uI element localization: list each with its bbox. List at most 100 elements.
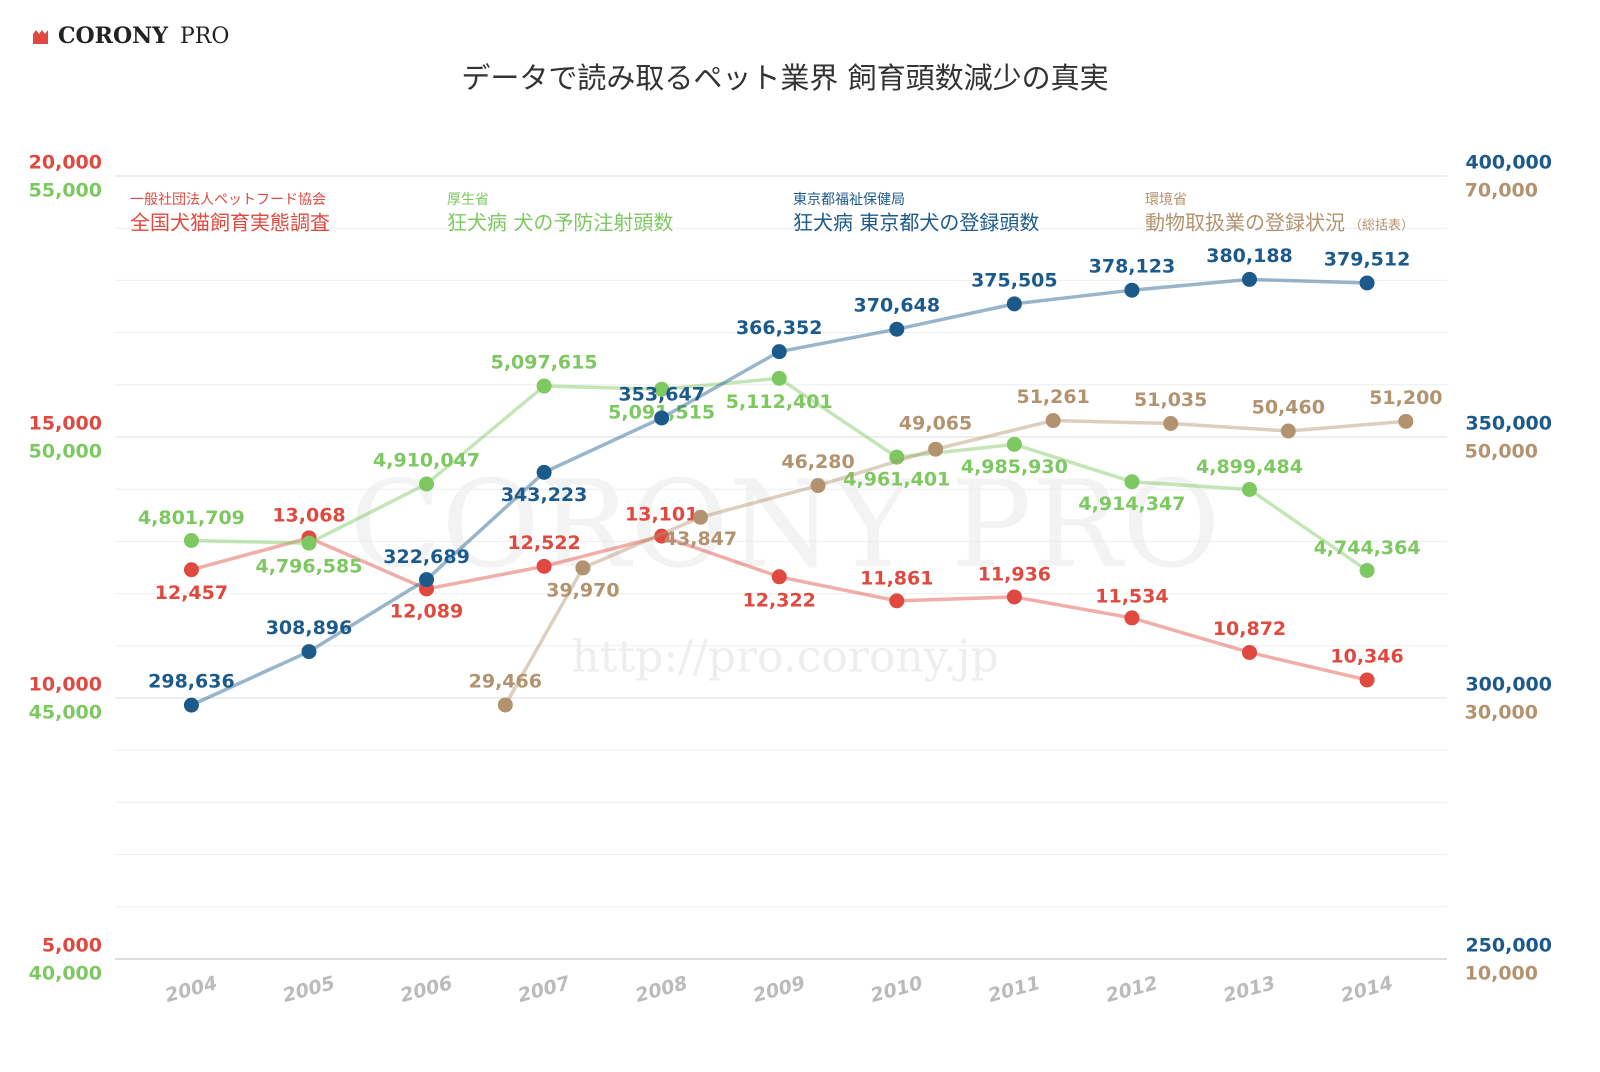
chart-title: データで読み取るペット業界 飼育頭数減少の真実	[461, 61, 1108, 95]
data-label: 4,961,401	[843, 469, 950, 491]
legend-source: 環境省	[1145, 192, 1187, 208]
legend-name: 狂犬病 犬の予防注射頭数	[447, 211, 673, 235]
legend-name: 動物取扱業の登録状況	[1145, 211, 1345, 235]
logo: CORONY PRO	[33, 23, 229, 49]
data-label: 4,985,930	[961, 456, 1068, 478]
y-tick-label: 50,000	[1465, 441, 1538, 463]
legend-note: （総括表）	[1349, 219, 1414, 234]
data-label: 12,322	[743, 589, 816, 611]
point	[654, 410, 670, 426]
data-label: 4,910,047	[373, 449, 480, 471]
logo-bold: CORONY	[58, 23, 168, 49]
point	[575, 560, 591, 576]
point	[536, 378, 552, 394]
point	[1124, 282, 1140, 298]
y-tick-label: 250,000	[1465, 935, 1552, 957]
data-label: 11,861	[860, 567, 933, 589]
y-tick-label: 45,000	[29, 702, 102, 724]
point	[692, 509, 708, 525]
data-label: 11,936	[978, 563, 1051, 585]
data-label: 4,914,347	[1078, 493, 1185, 515]
x-tick-label: 2010	[868, 972, 925, 1007]
legend-source: 厚生省	[447, 192, 489, 208]
point	[301, 535, 317, 551]
point	[1124, 474, 1140, 490]
data-label: 298,636	[148, 671, 235, 693]
x-tick-label: 2006	[398, 972, 455, 1007]
y-tick-label: 30,000	[1465, 702, 1538, 724]
data-label: 51,200	[1369, 387, 1442, 409]
x-tick-label: 2012	[1103, 972, 1160, 1007]
y-tick-label: 70,000	[1465, 180, 1538, 202]
logo-icon	[33, 30, 48, 44]
data-label: 12,089	[390, 600, 463, 622]
watermark-url: http://pro.corony.jp	[571, 632, 998, 683]
data-label: 4,801,709	[138, 507, 245, 529]
data-label: 380,188	[1206, 245, 1293, 267]
point	[1398, 413, 1414, 429]
x-tick-label: 2013	[1221, 972, 1278, 1007]
y-tick-label: 55,000	[29, 180, 102, 202]
data-label: 10,346	[1330, 645, 1403, 667]
data-label: 29,466	[469, 670, 542, 692]
point	[419, 572, 435, 588]
point	[183, 697, 199, 713]
data-label: 12,457	[155, 582, 228, 604]
x-tick-label: 2007	[516, 972, 574, 1007]
legend-source: 一般社団法人ペットフード協会	[130, 192, 326, 208]
data-label: 4,744,364	[1314, 537, 1421, 559]
legend-name: 全国犬猫飼育実態調査	[130, 211, 330, 235]
data-label: 46,280	[781, 451, 854, 473]
data-label: 379,512	[1324, 248, 1411, 270]
point	[1045, 413, 1061, 429]
point	[419, 476, 435, 492]
point	[536, 558, 552, 574]
point	[1280, 423, 1296, 439]
y-tick-label: 50,000	[29, 441, 102, 463]
data-label: 10,872	[1213, 618, 1286, 640]
data-label: 5,097,615	[491, 352, 598, 374]
x-tick-label: 2011	[986, 972, 1043, 1007]
point	[771, 344, 787, 360]
data-label: 50,460	[1252, 396, 1325, 418]
point	[1241, 644, 1257, 660]
x-tick-label: 2008	[633, 972, 690, 1007]
data-label: 51,261	[1016, 386, 1089, 408]
data-label: 308,896	[266, 617, 353, 639]
point	[1359, 562, 1375, 578]
y-tick-label: 10,000	[29, 674, 102, 696]
data-label: 375,505	[971, 269, 1058, 291]
legend-source: 東京都福祉保健局	[793, 192, 905, 208]
y-tick-label: 10,000	[1465, 963, 1538, 985]
x-tick-label: 2005	[280, 972, 337, 1007]
point	[889, 321, 905, 337]
point	[1359, 672, 1375, 688]
data-label: 5,112,401	[726, 391, 833, 413]
point	[654, 528, 670, 544]
data-label: 51,035	[1134, 389, 1207, 411]
point	[1006, 296, 1022, 312]
y-tick-label: 5,000	[42, 935, 102, 957]
point	[497, 697, 513, 713]
data-label: 343,223	[501, 484, 588, 506]
point	[536, 464, 552, 480]
point	[889, 593, 905, 609]
y-tick-label: 400,000	[1465, 152, 1552, 174]
point	[771, 370, 787, 386]
point	[1124, 610, 1140, 626]
data-label: 11,534	[1095, 585, 1168, 607]
y-tick-label: 40,000	[29, 963, 102, 985]
point	[928, 441, 944, 457]
point	[183, 562, 199, 578]
logo-light: PRO	[180, 24, 229, 49]
data-label: 366,352	[736, 317, 823, 339]
data-label: 4,899,484	[1196, 456, 1303, 478]
point	[889, 449, 905, 465]
data-label: 378,123	[1089, 256, 1176, 278]
point	[301, 644, 317, 660]
y-tick-label: 350,000	[1465, 413, 1552, 435]
point	[183, 533, 199, 549]
point	[1006, 589, 1022, 605]
data-label: 39,970	[546, 579, 619, 601]
